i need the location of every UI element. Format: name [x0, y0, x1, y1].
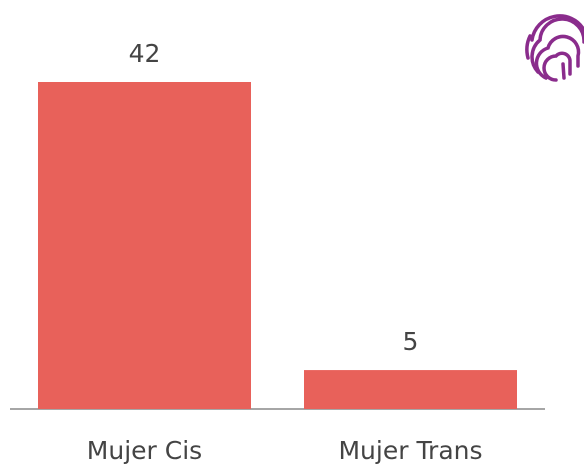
- x-tick-label: Mujer Trans: [338, 436, 482, 465]
- bar: [304, 370, 517, 409]
- data-label: 5: [403, 327, 419, 356]
- x-tick-label: Mujer Cis: [87, 436, 202, 465]
- fingerprint-icon: [525, 14, 584, 82]
- bar: [38, 82, 251, 409]
- data-label: 42: [129, 39, 161, 68]
